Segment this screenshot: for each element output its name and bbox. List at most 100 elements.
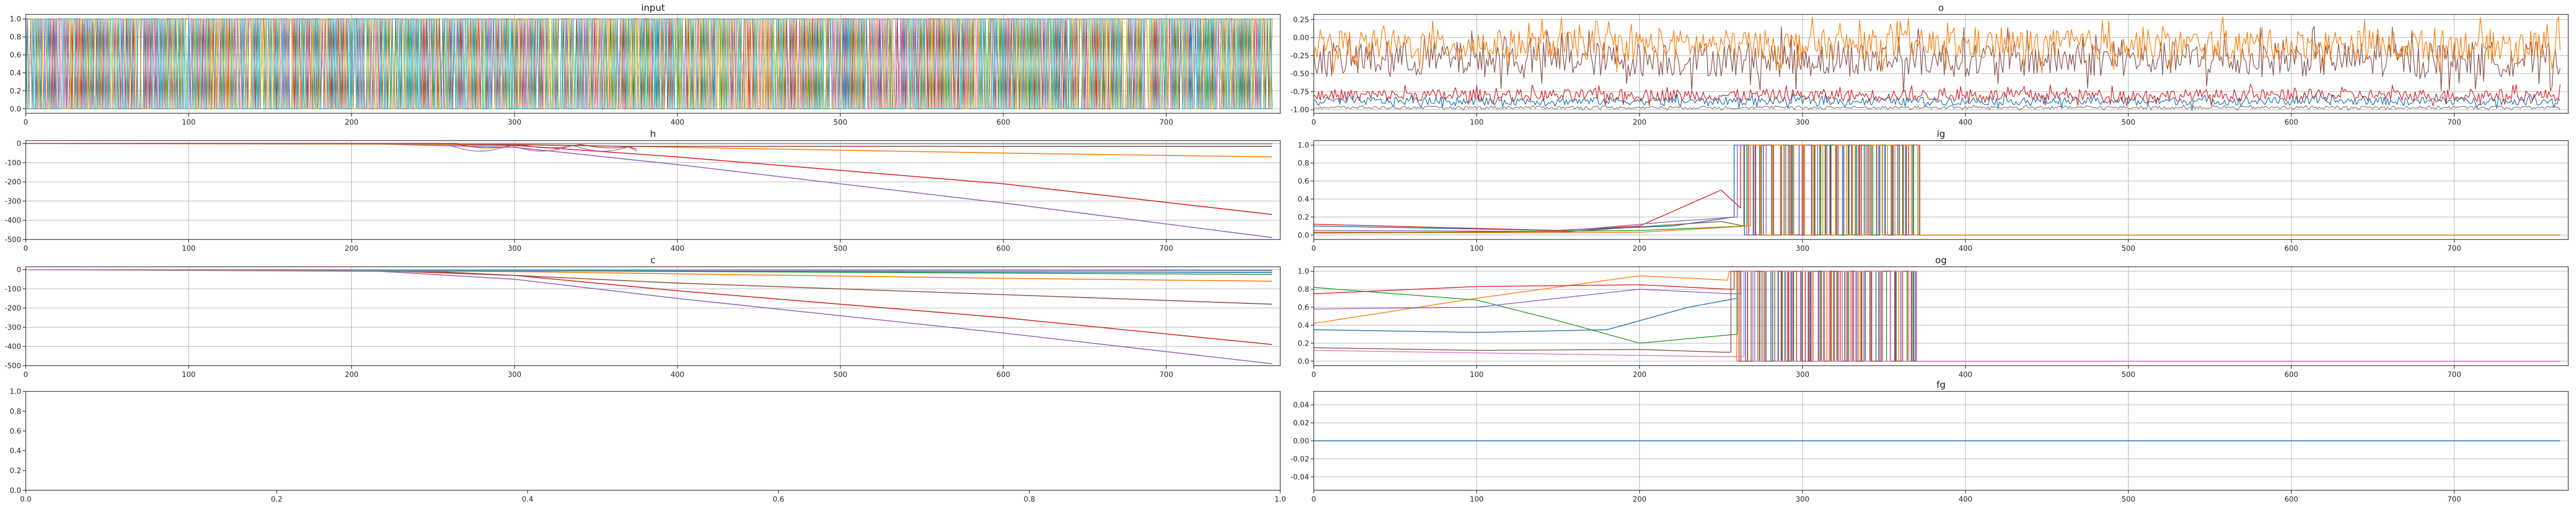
x-tick-label: 300 [1795,371,1809,379]
x-tick-label: 400 [1959,371,1973,379]
plot-area [1314,270,2561,362]
x-tick-label: 600 [996,118,1010,127]
y-tick-label: 0.6 [10,52,21,60]
x-tick-label: 0 [1312,118,1316,127]
input-series-line [26,19,1273,109]
x-tick-label: 0 [24,245,28,253]
y-tick-label: 0.00 [1293,437,1309,445]
y-tick-label: 0.2 [1298,213,1309,221]
x-tick-label: 700 [1159,245,1173,253]
x-tick-label: 100 [1470,245,1484,253]
axes-frame [25,14,1281,114]
y-tick-label: 0 [16,266,21,274]
panel-h: 0 100 200 300 400 500 600 700 -500 -400 -300 -200 -1… [5,129,1281,253]
x-tick-label: 500 [2122,371,2136,379]
y-tick-label: 0.00 [1293,34,1309,42]
axes-frame [25,140,1281,240]
x-tick-label: 400 [671,371,685,379]
series-line [1314,144,2561,236]
panel-empty: 0.0 0.2 0.4 0.6 0.8 1.0 0.0 0.2 0.4 0.6 0.8 1.0 [10,388,1286,504]
y-tick-label: 1.0 [10,15,21,24]
panel-input: 0 100 200 300 400 500 600 700 0.0 0.2 0.4 0.6 0.8 1.0… [10,3,1281,127]
y-tick-label: -300 [5,197,21,205]
x-tick-label: 400 [671,245,685,253]
series-line [1314,270,2561,362]
x-tick-label: 300 [1795,118,1809,127]
x-tick-label: 700 [1159,371,1173,379]
axes-frame [25,391,1281,491]
y-tick-label: 0.8 [1298,286,1309,294]
axes-frame [1313,14,2569,114]
plot-area [26,143,1273,238]
y-tick-label: 0.6 [1298,304,1309,312]
series-line [1314,270,2561,362]
y-tick-label: -200 [5,304,21,313]
x-tick-label: 1.0 [1275,495,1286,504]
y-tick-label: -500 [5,362,21,370]
panel-ig: 0 100 200 300 400 500 600 700 0.0 0.2 0.4 0.6 0.8 1.0… [1298,129,2569,253]
y-tick-label: 0.0 [1298,231,1309,239]
y-tick-label: 0.2 [10,87,21,95]
y-tick-label: -0.50 [1291,70,1309,78]
panel-og: 0 100 200 300 400 500 600 700 0.0 0.2 0.4 0.6 0.8 1.0… [1298,255,2569,379]
x-tick-label: 600 [996,371,1010,379]
x-tick-label: 100 [182,118,196,127]
x-tick-label: 0.4 [522,495,533,504]
x-tick-label: 600 [2284,371,2298,379]
plot-area [1314,144,2561,236]
x-tick-label: 700 [2447,245,2461,253]
x-tick-label: 700 [2447,371,2461,379]
x-tick-label: 400 [671,118,685,127]
y-tick-label: 0.0 [1298,357,1309,366]
x-tick-label: 600 [996,245,1010,253]
panel-o: 0 100 200 300 400 500 600 700 -1.00 -0.75 -0.50 -0.… [1291,3,2569,127]
x-tick-label: 600 [2284,118,2298,127]
x-tick-label: 500 [2122,495,2136,504]
panel-fg: 0 100 200 300 400 500 600 700 -0.04 -0.02 0.00 0.02… [1291,380,2569,504]
y-tick-label: 1.0 [1298,268,1309,276]
x-tick-label: 200 [1633,118,1647,127]
series-line [1314,93,2561,109]
panel-c: 0 100 200 300 400 500 600 700 -500 -400 -300 -200 -1… [5,255,1281,379]
series-line [1314,144,2561,236]
series-line [1314,270,2561,362]
x-tick-label: 700 [1159,118,1173,127]
y-tick-label: -100 [5,159,21,167]
y-tick-label: 0.2 [1298,339,1309,348]
y-tick-label: -0.25 [1291,52,1309,60]
series-line [1314,83,2561,107]
y-tick-label: -400 [5,217,21,225]
x-tick-label: 200 [345,245,359,253]
y-tick-label: -200 [5,178,21,186]
y-tick-label: -0.02 [1291,455,1309,464]
series-line [1314,270,2561,362]
panel-title: input [641,3,665,13]
x-tick-label: 0 [1312,245,1316,253]
x-tick-label: 400 [1959,245,1973,253]
x-tick-label: 600 [2284,495,2298,504]
y-tick-label: 0.4 [10,447,21,455]
x-tick-label: 200 [345,118,359,127]
series-line [1314,104,2561,111]
panel-title: h [650,129,656,140]
series-line [1314,26,2561,93]
x-tick-label: 100 [1470,371,1484,379]
panel-title: c [651,255,656,266]
series-line [26,269,1273,365]
x-tick-label: 100 [182,245,196,253]
plot-area [1314,16,2561,111]
x-tick-label: 0 [1312,371,1316,379]
panel-title: ig [1937,129,1945,140]
x-tick-label: 600 [2284,245,2298,253]
panel-title: o [1938,3,1944,13]
series-line [26,143,1273,238]
y-tick-label: -300 [5,323,21,332]
x-tick-label: 0 [1312,495,1316,504]
series-line [1314,144,2561,236]
x-tick-label: 0 [24,371,28,379]
x-tick-label: 700 [2447,495,2461,504]
x-tick-label: 0 [24,118,28,127]
y-tick-label: -0.04 [1291,473,1309,482]
series-line [26,269,1273,345]
x-tick-label: 300 [1795,495,1809,504]
